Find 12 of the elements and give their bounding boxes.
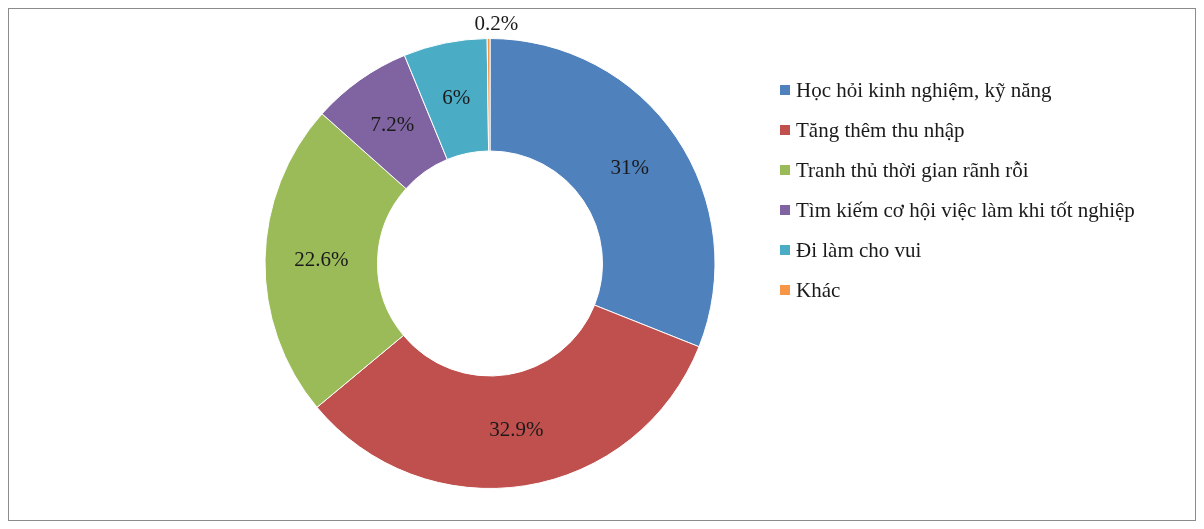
data-label: 0.2% (474, 11, 519, 36)
data-label: 22.6% (294, 247, 349, 272)
data-label: 7.2% (370, 112, 415, 137)
data-label: 32.9% (489, 416, 544, 441)
legend-label: Đi làm cho vui (796, 238, 922, 262)
data-label: 31% (610, 155, 649, 180)
legend-label: Tăng thêm thu nhập (796, 118, 965, 142)
legend-label: Tranh thủ thời gian rãnh rỗi (796, 158, 1029, 182)
data-label: 6% (442, 84, 471, 109)
legend-label: Học hỏi kinh nghiệm, kỹ năng (796, 78, 1052, 102)
legend-label: Tìm kiếm cơ hội việc làm khi tốt nghiệp (796, 198, 1135, 222)
legend-label: Khác (796, 278, 841, 302)
